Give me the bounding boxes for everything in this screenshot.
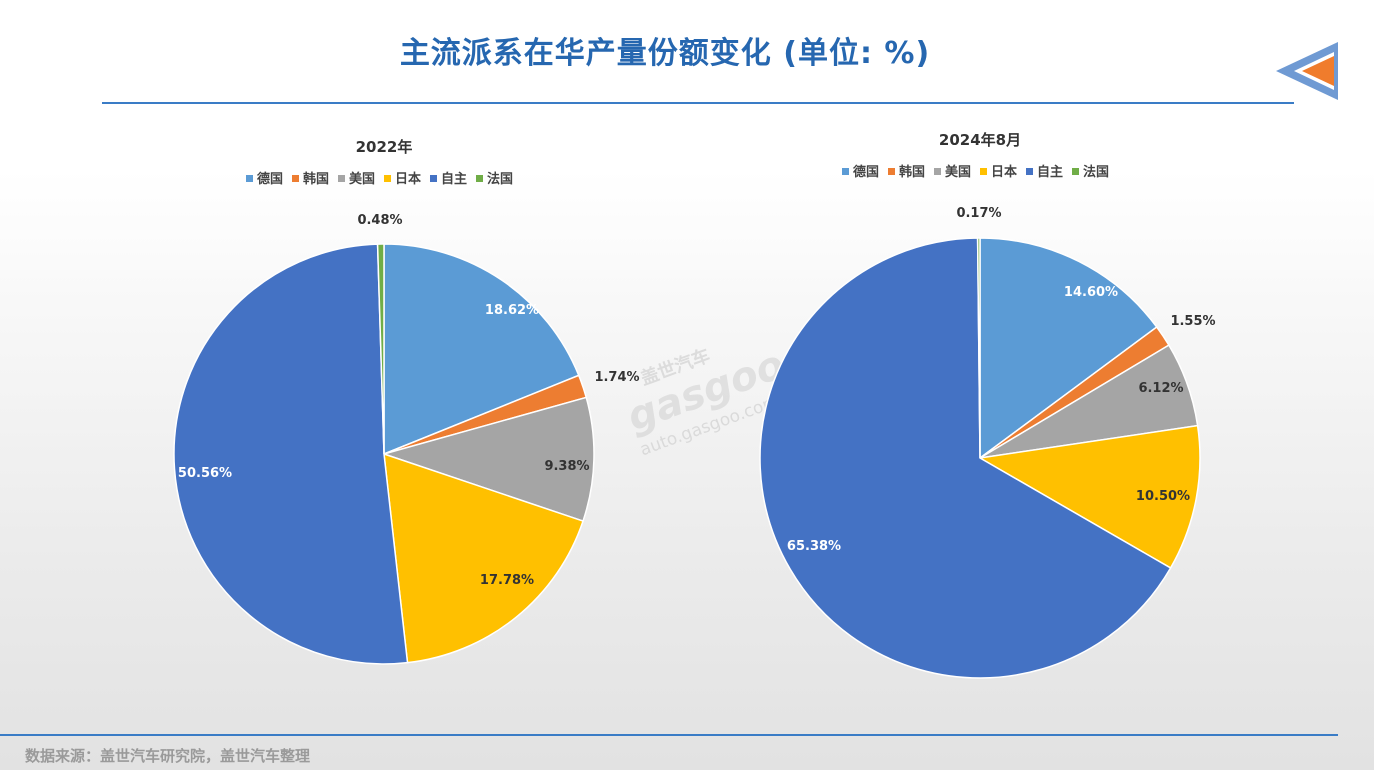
pie-slice <box>383 452 584 664</box>
data-label: 14.60% <box>1064 285 1118 300</box>
page-title: 主流派系在华产量份额变化 (单位: %) <box>399 36 931 71</box>
legend-swatch <box>888 168 895 175</box>
data-label: 65.38% <box>787 539 841 554</box>
data-label: 18.62% <box>485 303 539 318</box>
data-label: 1.55% <box>1170 314 1215 329</box>
pie-slice <box>381 396 595 523</box>
legend-item: 自主 <box>441 171 467 187</box>
legend-item: 德国 <box>257 171 283 187</box>
data-label: 0.17% <box>956 206 1001 221</box>
pie-slice <box>383 243 580 456</box>
legend-swatch <box>934 168 941 175</box>
data-label: 1.74% <box>594 370 639 385</box>
legend-swatch <box>1026 168 1033 175</box>
footer-source: 数据来源：盖世汽车研究院，盖世汽车整理 <box>25 747 311 765</box>
legend-swatch <box>384 175 391 182</box>
legend-swatch <box>246 175 253 182</box>
legend-swatch <box>292 175 299 182</box>
data-label: 6.12% <box>1138 381 1183 396</box>
legend-swatch <box>980 168 987 175</box>
data-label: 9.38% <box>544 459 589 474</box>
pie-slice <box>759 237 1172 679</box>
title-divider <box>102 102 1294 104</box>
legend-item: 自主 <box>1037 164 1063 180</box>
data-label: 50.56% <box>178 466 232 481</box>
pie-slice <box>976 237 981 459</box>
pie-slice <box>977 424 1201 569</box>
footer-divider <box>0 734 1338 736</box>
legend-item: 韩国 <box>899 164 925 180</box>
legend-item: 美国 <box>945 164 971 180</box>
chart-title: 2024年8月 <box>939 131 1021 149</box>
legend-swatch <box>338 175 345 182</box>
pie-slice <box>173 243 409 665</box>
legend-item: 法国 <box>487 171 513 187</box>
legend-swatch <box>430 175 437 182</box>
legend-item: 德国 <box>853 164 879 180</box>
legend-item: 韩国 <box>303 171 329 187</box>
legend-swatch <box>476 175 483 182</box>
corner-arrow-icon <box>1276 42 1338 100</box>
chart-title: 2022年 <box>356 138 413 156</box>
legend-swatch <box>1072 168 1079 175</box>
data-label: 0.48% <box>357 213 402 228</box>
legend-item: 法国 <box>1083 164 1109 180</box>
data-label: 17.78% <box>480 573 534 588</box>
data-label: 10.50% <box>1136 489 1190 504</box>
pie-slice <box>376 243 385 455</box>
legend-item: 日本 <box>395 171 421 187</box>
legend-swatch <box>842 168 849 175</box>
gasgoo-watermark: 盖世汽车 gasgoo auto.gasgoo.com <box>621 342 790 460</box>
legend-item: 日本 <box>991 164 1017 180</box>
pie-slice <box>979 237 1158 460</box>
legend-item: 美国 <box>349 171 375 187</box>
